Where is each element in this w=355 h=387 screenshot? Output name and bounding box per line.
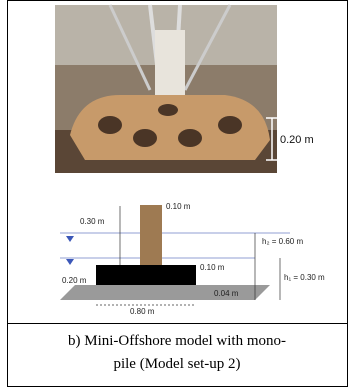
dim-label: 0.04 m: [214, 289, 239, 298]
caption-line: b) Mini-Offshore model with mono-: [68, 333, 286, 349]
page: 0.20 m 0.30 m 0.10 m h₂ = 0.60 m 0.20 m …: [0, 0, 355, 387]
caption-line: pile (Model set-up 2): [113, 356, 240, 372]
dim-label: 0.10 m: [166, 202, 191, 211]
photo: [55, 5, 278, 173]
dim-label: 0.10 m: [200, 263, 225, 272]
dim-label: 0.30 m: [80, 217, 105, 226]
dim-label: 0.20 m: [62, 276, 87, 285]
dim-label: h₁ = 0.30 m: [284, 273, 325, 282]
dim-label: 0.80 m: [130, 307, 155, 316]
dim-label: h₂ = 0.60 m: [262, 237, 303, 246]
height-label: 0.20 m: [280, 134, 314, 146]
figure-panel: 0.20 m 0.30 m 0.10 m h₂ = 0.60 m 0.20 m …: [0, 0, 355, 387]
